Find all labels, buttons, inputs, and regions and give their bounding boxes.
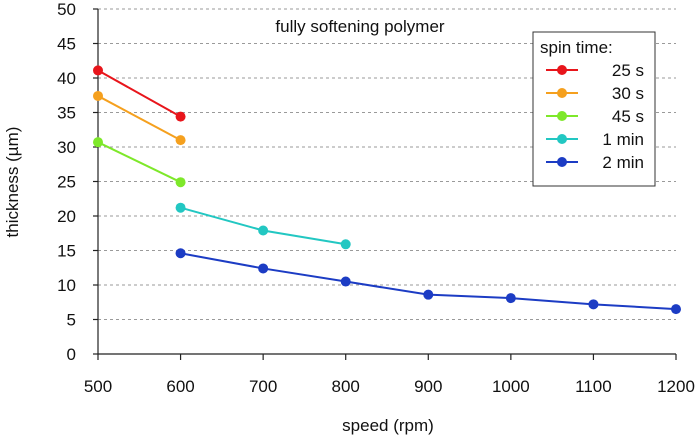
y-tick-label: 15: [57, 242, 76, 261]
legend-title: spin time:: [540, 38, 613, 57]
legend-swatch-marker: [557, 157, 567, 167]
data-point: [258, 225, 269, 236]
data-point: [588, 299, 599, 310]
series-line: [97, 69, 182, 118]
x-tick-label: 1100: [575, 377, 612, 396]
x-tick-label: 700: [249, 377, 277, 396]
data-point: [93, 65, 103, 76]
legend-item-label: 2 min: [602, 153, 644, 172]
y-tick-label: 45: [57, 35, 76, 54]
legend-item-label: 25 s: [612, 61, 644, 80]
legend-swatch-marker: [557, 88, 567, 98]
series-group: [93, 65, 681, 315]
y-tick-label: 25: [57, 173, 76, 192]
tick-labels: 0 5 10 15 20 25 30 35 40 45 50 500 600 700 800 900 1000 1…: [57, 0, 695, 396]
y-tick-label: 5: [67, 311, 76, 330]
x-tick-label: 800: [332, 377, 360, 396]
series-line: [180, 252, 677, 311]
legend-item-label: 30 s: [612, 84, 644, 103]
y-tick-label: 50: [57, 0, 76, 19]
series-line: [97, 141, 182, 184]
x-tick-label: 1000: [492, 377, 530, 396]
y-tick-label: 40: [57, 69, 76, 88]
legend-items: 25 s 30 s 45 s 1 min 2 min: [546, 61, 644, 172]
legend-swatch-marker: [557, 111, 567, 121]
legend-swatch-marker: [557, 65, 567, 75]
x-axis-label: speed (rpm): [342, 416, 434, 435]
data-point: [175, 135, 186, 146]
data-point: [175, 111, 186, 122]
series-2-min: [175, 248, 681, 315]
legend-item-label: 45 s: [612, 107, 644, 126]
series-1-min: [175, 202, 351, 250]
x-tick-label: 1200: [657, 377, 695, 396]
y-axis-label: thickness (µm): [3, 127, 22, 238]
legend: spin time: 25 s 30 s 45 s 1 min 2 min: [532, 31, 656, 187]
series-45-s: [93, 137, 186, 188]
data-point: [175, 202, 186, 213]
series-line: [97, 95, 182, 141]
y-tick-label: 0: [67, 345, 76, 364]
series-30-s: [93, 90, 186, 146]
series-25-s: [93, 65, 186, 122]
legend-box: [532, 31, 656, 187]
y-tick-label: 20: [57, 207, 76, 226]
chart-title: fully softening polymer: [275, 17, 444, 36]
grid-lines: [98, 8, 676, 320]
data-point: [423, 289, 434, 300]
data-point: [340, 239, 351, 250]
x-tick-label: 600: [166, 377, 194, 396]
data-point: [93, 90, 103, 101]
legend-item-label: 1 min: [602, 130, 644, 149]
x-tick-label: 500: [84, 377, 112, 396]
y-tick-label: 35: [57, 104, 76, 123]
data-point: [671, 304, 681, 315]
data-point: [340, 276, 351, 287]
data-point: [175, 177, 186, 188]
data-point: [93, 137, 103, 148]
legend-swatch-marker: [557, 134, 567, 144]
data-point: [258, 263, 269, 274]
data-point: [505, 293, 516, 304]
x-tick-label: 900: [414, 377, 442, 396]
y-tick-label: 10: [57, 276, 76, 295]
data-point: [175, 248, 186, 259]
y-tick-label: 30: [57, 138, 76, 157]
